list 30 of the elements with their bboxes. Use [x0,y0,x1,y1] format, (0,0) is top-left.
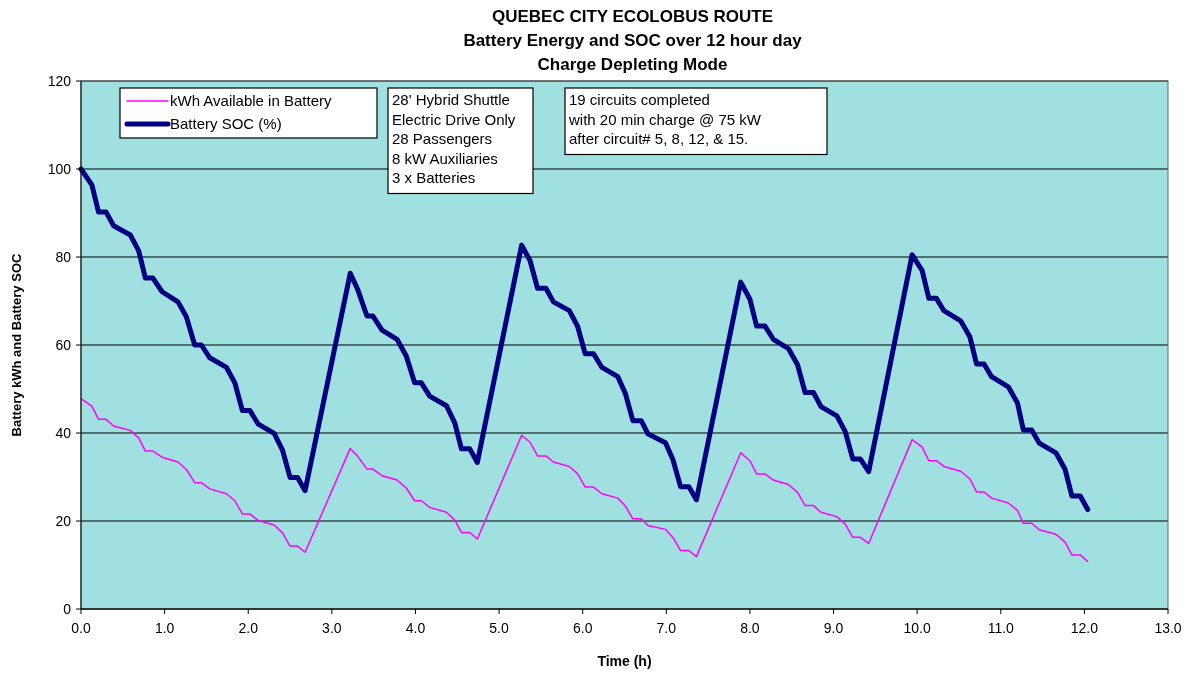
x-tick-label: 1.0 [154,620,175,636]
x-tick-label: 12.0 [1070,620,1099,636]
x-tick-label: 7.0 [656,620,677,636]
legend-label: Battery SOC (%) [170,115,282,133]
x-tick-label: 5.0 [489,620,510,636]
x-tick-label: 2.0 [238,620,259,636]
y-tick-label: 120 [47,72,72,89]
y-tick-label: 20 [55,512,72,529]
line-series [80,397,1089,563]
y-tick-label: 60 [55,336,72,353]
x-tick-label: 0.0 [71,620,91,636]
y-tick-label: 80 [55,248,72,265]
chart-title: QUEBEC CITY ECOLOBUS ROUTE [491,7,774,26]
annotation: 28' Hybrid Shuttle Electric Drive Only 28 Passengers 8 kW Auxiliaries 3 x Batteries [392,91,516,186]
x-tick-label: 9.0 [823,620,844,636]
x-tick-label: 13.0 [1154,620,1182,636]
x-tick-label: 6.0 [572,620,593,636]
annotation: 19 circuits completed with 20 min charge @ 75 kW after circuit# 5, 8, 12, & 15. [568,91,762,147]
chart-subtitle: Battery Energy and SOC over 12 hour day Charge Depleting Mode [463,31,803,74]
x-tick-label: 10.0 [903,620,931,636]
y-tick-label: 0 [63,600,72,617]
x-tick-label: 3.0 [322,620,342,636]
y-axis-title: Battery kWh and Battery SOC [9,253,24,437]
x-tick-label: 11.0 [987,620,1015,636]
y-tick-label: 100 [47,160,72,177]
y-tick-label: 40 [55,424,72,441]
x-tick-label: 4.0 [405,620,426,636]
legend-label: kWh Available in Battery [170,92,332,110]
x-axis-title: Time (h) [597,653,652,669]
x-tick-label: 8.0 [740,620,760,636]
